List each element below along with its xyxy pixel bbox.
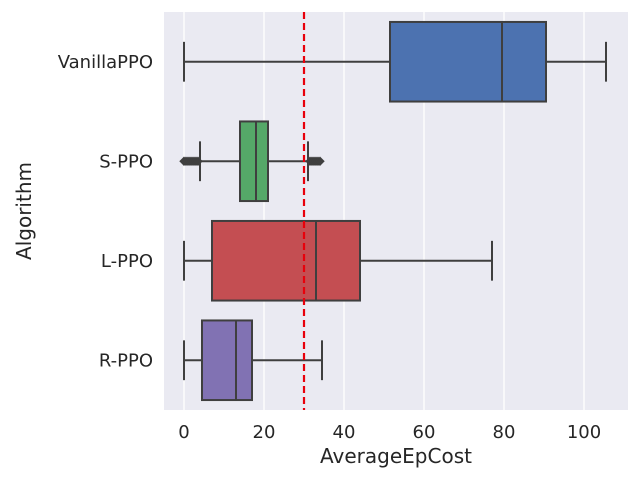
box-R-PPO [183,319,323,402]
x-tick-label: 60 [413,422,436,443]
y-tick-label: VanillaPPO [58,52,153,73]
x-axis-label: AverageEpCost [320,444,472,468]
y-ticks: VanillaPPO S-PPO L-PPO R-PPO [58,52,153,372]
y-tick-label: L-PPO [101,251,153,272]
box-iqr [201,319,253,402]
x-ticks: 0 20 40 60 80 100 [178,422,601,443]
box-S-PPO [179,120,325,203]
boxes [179,20,607,402]
outlier-point [315,156,325,166]
x-tick-label: 0 [178,422,189,443]
x-tick-label: 100 [567,422,601,443]
box-VanillaPPO [183,20,607,103]
box-iqr [239,120,269,203]
box-L-PPO [183,219,493,302]
x-tick-label: 20 [253,422,276,443]
y-tick-label: R-PPO [99,350,153,371]
box-iqr [211,219,361,302]
y-axis-label: Algorithm [12,162,36,260]
y-tick-label: S-PPO [99,151,153,172]
box-iqr [389,20,547,103]
outlier-point [193,156,203,166]
x-tick-label: 40 [333,422,356,443]
x-tick-label: 80 [493,422,516,443]
